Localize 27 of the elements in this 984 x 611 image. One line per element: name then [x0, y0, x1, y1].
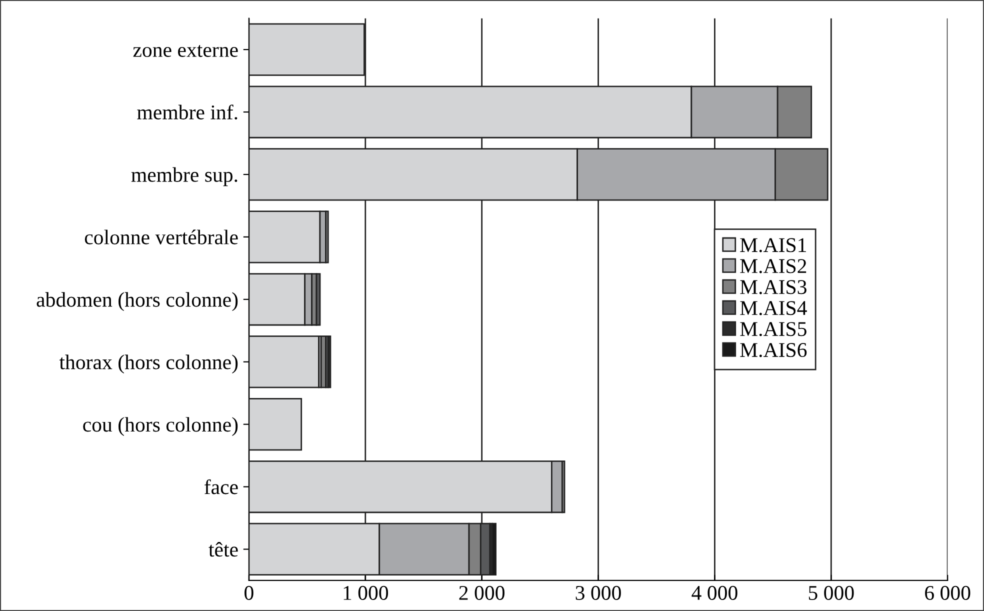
y-tick-label: cou (hors colonne) [83, 417, 238, 436]
bar [327, 336, 332, 388]
legend-label: M.AIS3 [740, 280, 806, 294]
legend-label: M.AIS4 [740, 301, 807, 316]
x-tick-label: 5 000 [808, 586, 854, 600]
y-tick-label: membre sup. [131, 167, 238, 186]
x-tick-label: 2 000 [459, 586, 504, 600]
x-tick-label: 6 000 [925, 586, 970, 600]
bar [492, 522, 496, 576]
x-tick-label: 0 [244, 586, 254, 600]
legend-label: M.AIS1 [740, 238, 806, 252]
y-tick-label: face [204, 479, 238, 494]
x-tick-label: 3 000 [576, 586, 621, 600]
bar [248, 336, 320, 388]
x-tick-label: 4 000 [692, 586, 738, 600]
bar [248, 210, 321, 264]
y-tick-label: abdomen (hors colonne) [36, 292, 238, 312]
legend-label: M.AIS6 [740, 343, 807, 358]
y-tick-label: membre inf. [137, 104, 238, 120]
x-tick-label: 1 000 [344, 586, 388, 600]
y-tick-label: colonne vertébrale [84, 230, 238, 244]
legend-label: M.AIS2 [740, 259, 806, 274]
y-tick-label: tête [208, 542, 238, 557]
legend-label: M.AIS5 [740, 322, 806, 336]
y-tick-label: thorax (hors colonne) [59, 354, 238, 374]
y-tick-label: zone externe [133, 45, 238, 57]
bar [248, 398, 302, 451]
